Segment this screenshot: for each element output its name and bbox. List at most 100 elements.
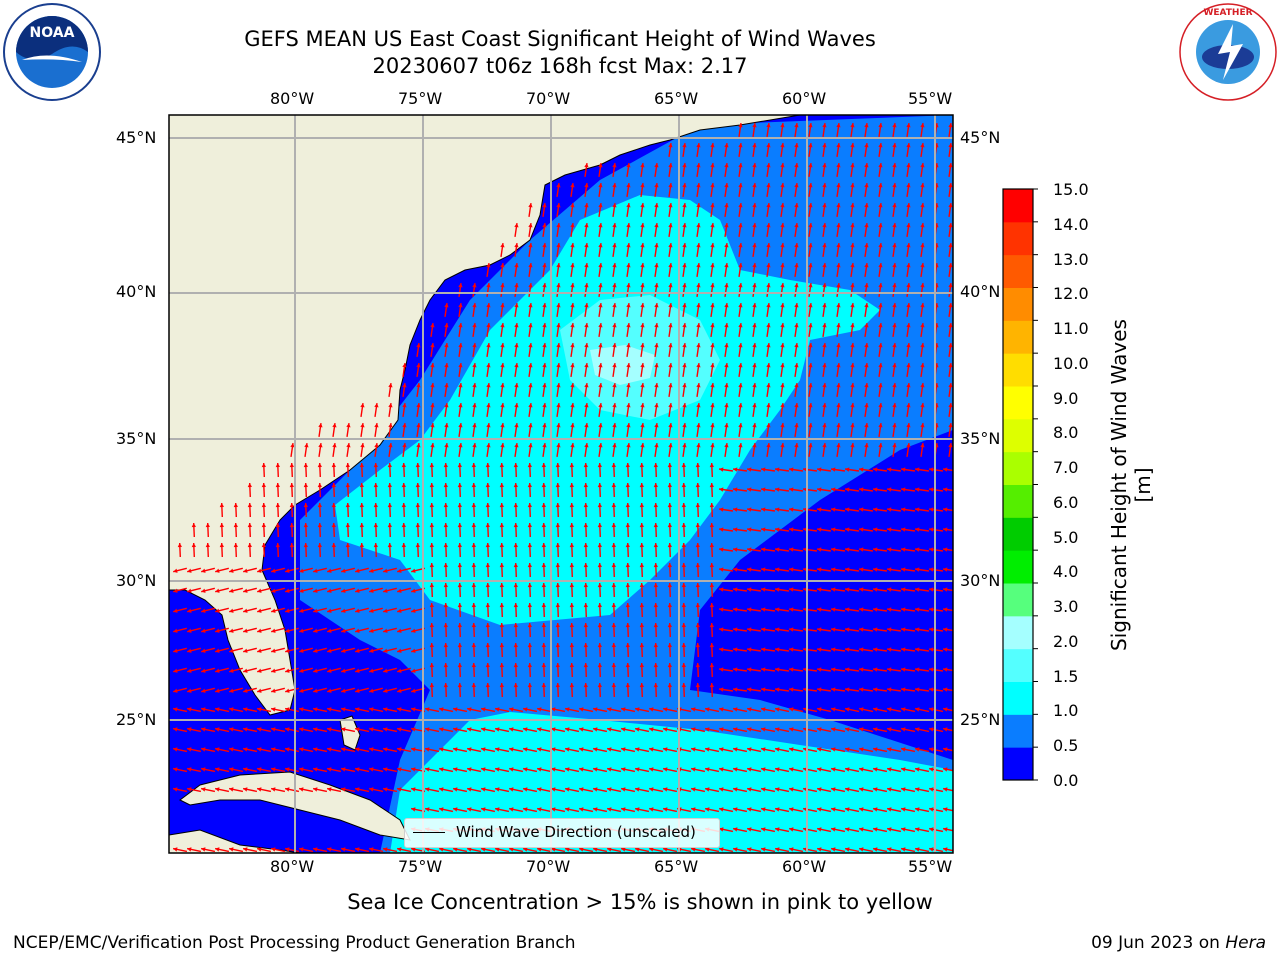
wave-vector-head — [649, 707, 654, 712]
wave-vector-head — [845, 847, 850, 852]
wave-vector-head — [471, 643, 476, 648]
wave-vector-head — [654, 303, 659, 308]
wave-vector-head — [360, 443, 365, 448]
wave-vector-head — [584, 303, 589, 308]
wave-vector-head — [626, 203, 631, 208]
wave-vector-head — [639, 483, 644, 488]
wave-vector-head — [640, 403, 645, 408]
wave-vector-head — [775, 547, 780, 552]
wave-vector-head — [929, 507, 934, 512]
wave-vector-head — [201, 588, 206, 593]
wave-vector-head — [654, 163, 659, 168]
wave-vector-head — [710, 343, 715, 348]
wave-vector-head — [747, 747, 752, 752]
wave-vector-head — [892, 443, 897, 448]
wave-vector-head — [682, 443, 687, 448]
wave-vector-head — [780, 443, 785, 448]
wave-vector-head — [789, 847, 794, 852]
wave-vector-head — [929, 827, 934, 832]
wave-vector-head — [289, 463, 294, 468]
wave-vector-head — [415, 523, 420, 528]
wave-vector-head — [457, 623, 462, 628]
wave-vector-head — [733, 647, 738, 652]
wave-vector-head — [612, 263, 617, 268]
wave-vector-head — [808, 363, 813, 368]
wave-vector-head — [696, 163, 701, 168]
wave-vector-head — [355, 588, 360, 593]
wave-vector-head — [906, 283, 911, 288]
wave-vector-head — [551, 847, 556, 852]
wave-vector-head — [943, 607, 948, 612]
wave-vector-head — [859, 607, 864, 612]
lat-tick-left: 35°N — [116, 429, 157, 448]
colorbar-tick: 1.0 — [1053, 701, 1079, 720]
wave-vector-head — [537, 767, 542, 772]
colorbar-tick: 11.0 — [1053, 319, 1089, 338]
wave-vector-head — [929, 647, 934, 652]
wave-vector-head — [948, 183, 953, 188]
wave-vector-head — [635, 707, 640, 712]
wave-vector-head — [920, 183, 925, 188]
wave-vector-head — [635, 727, 640, 732]
wave-vector-head — [537, 727, 542, 732]
wave-vector-head — [583, 463, 588, 468]
wave-vector-head — [271, 588, 276, 593]
wave-vector-head — [598, 443, 603, 448]
wave-vector-head — [551, 767, 556, 772]
wave-vector-head — [850, 123, 855, 128]
wave-vector-head — [229, 648, 234, 653]
wave-vector-head — [621, 747, 626, 752]
wave-vector-head — [191, 523, 196, 528]
wave-vector-head — [341, 628, 346, 633]
wave-vector-head — [584, 223, 589, 228]
wave-vector-head — [789, 687, 794, 692]
wave-vector-head — [691, 707, 696, 712]
wave-vector-head — [654, 323, 659, 328]
wave-vector-head — [761, 727, 766, 732]
wave-vector-head — [724, 343, 729, 348]
wave-vector-head — [845, 507, 850, 512]
wave-vector-head — [929, 467, 934, 472]
wave-vector-head — [556, 183, 561, 188]
wave-vector-head — [691, 727, 696, 732]
wave-vector-head — [626, 263, 631, 268]
wave-vector-head — [873, 487, 878, 492]
wave-vector-head — [612, 323, 617, 328]
wave-vector-head — [747, 567, 752, 572]
wave-vector-head — [850, 423, 855, 428]
wave-vector-head — [584, 363, 589, 368]
wave-vector-head — [229, 688, 234, 693]
wave-vector-head — [416, 343, 421, 348]
wave-vector-head — [794, 443, 799, 448]
wave-vector-head — [499, 603, 504, 608]
wave-vector-head — [920, 243, 925, 248]
wave-vector-head — [948, 303, 953, 308]
wave-vector-head — [271, 847, 276, 852]
wave-vector-head — [457, 603, 462, 608]
wave-vector-head — [457, 583, 462, 588]
wave-vector-head — [709, 603, 714, 608]
wave-vector-head — [541, 643, 546, 648]
wave-vector-head — [271, 727, 276, 732]
wave-vector-head — [906, 343, 911, 348]
wave-vector-head — [397, 727, 402, 732]
wave-vector-head — [667, 503, 672, 508]
wave-vector-head — [733, 727, 738, 732]
wave-vector-head — [583, 683, 588, 688]
wave-vector-head — [915, 547, 920, 552]
wave-vector-head — [710, 243, 715, 248]
wave-vector-head — [850, 403, 855, 408]
wave-vector-head — [929, 487, 934, 492]
wave-vector-head — [471, 623, 476, 628]
wave-vector-head — [229, 568, 234, 573]
date-text: 09 Jun 2023 on — [1091, 933, 1220, 953]
wave-vector-head — [243, 767, 248, 772]
wave-vector-head — [859, 767, 864, 772]
wave-vector-head — [373, 503, 378, 508]
wave-vector-head — [439, 727, 444, 732]
wave-vector-head — [710, 323, 715, 328]
wave-vector-head — [654, 343, 659, 348]
wave-vector-head — [173, 628, 178, 633]
wave-vector-head — [845, 767, 850, 772]
wave-vector-head — [733, 847, 738, 852]
